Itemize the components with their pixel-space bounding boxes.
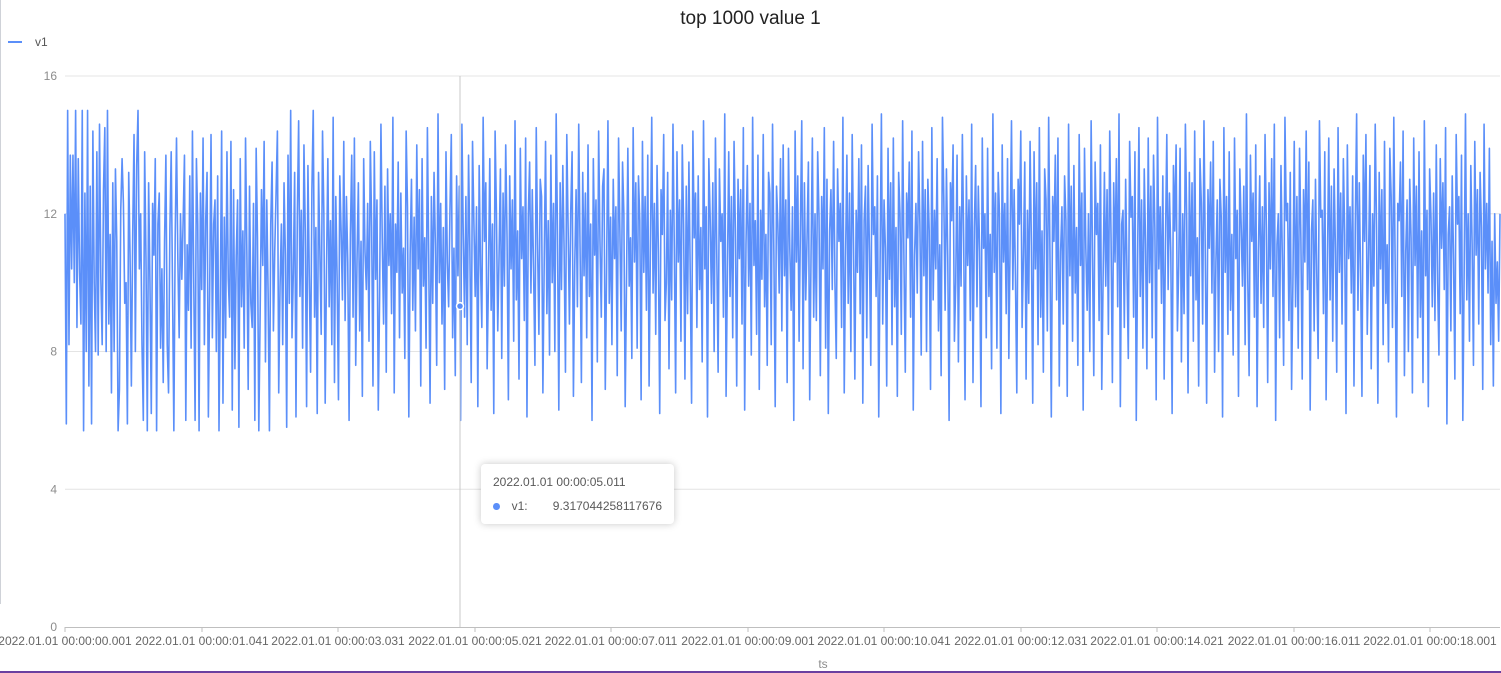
x-tick-label: 2022.01.01 00:00:05.021 bbox=[408, 634, 542, 648]
tooltip-title: 2022.01.01 00:00:05.011 bbox=[493, 475, 626, 489]
hover-point-marker bbox=[455, 301, 465, 311]
y-tick-label-12: 12 bbox=[44, 207, 58, 221]
tooltip-row: v1: 9.317044258117676 bbox=[493, 499, 662, 513]
x-tick-label: 2022.01.01 00:00:09.001 bbox=[681, 634, 815, 648]
chart-title: top 1000 value 1 bbox=[680, 8, 821, 29]
y-tick-label-4: 4 bbox=[50, 482, 57, 496]
y-tick-label-16: 16 bbox=[44, 69, 58, 83]
x-tick-label: 2022.01.01 00:00:03.031 bbox=[271, 634, 405, 648]
x-tick-label: 2022.01.01 00:00:00.001 bbox=[0, 634, 132, 648]
legend[interactable]: v1 bbox=[8, 35, 48, 49]
x-tick-label: 2022.01.01 00:00:01.041 bbox=[135, 634, 269, 648]
tooltip: 2022.01.01 00:00:05.011 v1: 9.3170442581… bbox=[481, 464, 674, 524]
x-tick-label: 2022.01.01 00:00:16.011 bbox=[1228, 634, 1361, 648]
tooltip-series-name: v1: bbox=[511, 499, 528, 513]
x-tick-label: 2022.01.01 00:00:18.001 bbox=[1363, 634, 1497, 648]
x-tick-label: 2022.01.01 00:00:07.011 bbox=[545, 634, 678, 648]
series-layer bbox=[64, 109, 1501, 432]
x-tick-label: 2022.01.01 00:00:10.041 bbox=[817, 634, 951, 648]
x-tick-label: 2022.01.01 00:00:14.021 bbox=[1090, 634, 1224, 648]
x-tick-label: 2022.01.01 00:00:12.031 bbox=[954, 634, 1088, 648]
legend-swatch-v1 bbox=[8, 41, 22, 43]
series-line-v1 bbox=[64, 109, 1501, 432]
x-axis-title: ts bbox=[818, 657, 827, 671]
y-tick-label-0: 0 bbox=[50, 620, 57, 634]
panel-left-edge bbox=[0, 0, 1, 604]
tooltip-series-marker bbox=[493, 502, 500, 510]
legend-label-v1[interactable]: v1 bbox=[35, 35, 48, 49]
y-tick-label-8: 8 bbox=[50, 345, 57, 359]
crosshair bbox=[455, 76, 465, 627]
window-bottom-border bbox=[0, 671, 1501, 673]
tooltip-series-value: 9.317044258117676 bbox=[552, 499, 662, 513]
